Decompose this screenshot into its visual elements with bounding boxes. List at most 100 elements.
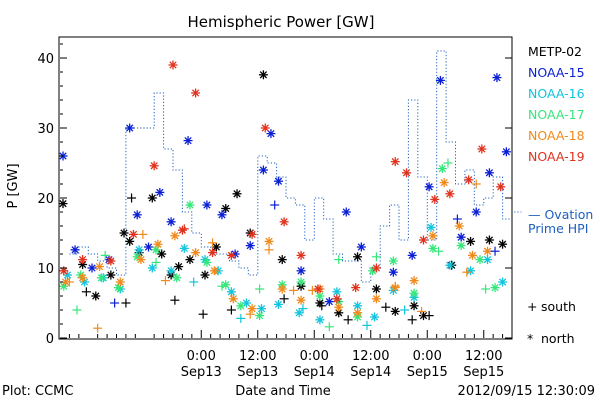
point-noaa-16-4	[134, 245, 144, 255]
point-south-31	[353, 308, 363, 318]
data-points	[58, 60, 511, 333]
y-tick-label-10: 10	[37, 262, 54, 277]
point-noaa-15-28	[492, 73, 502, 83]
point-noaa-18-13	[296, 295, 306, 305]
point-south-29	[334, 255, 344, 265]
point-metp-02-10	[174, 262, 184, 272]
point-noaa-15-1	[70, 245, 80, 255]
point-noaa-18-17	[371, 294, 381, 304]
point-noaa-19-18	[390, 157, 400, 167]
point-south-7	[127, 193, 137, 203]
point-noaa-15-17	[296, 266, 306, 276]
point-south-20	[255, 284, 265, 294]
point-noaa-15-8	[166, 217, 176, 227]
point-noaa-18-15	[334, 302, 344, 312]
point-noaa-17-4	[132, 252, 142, 262]
point-noaa-19-23	[464, 175, 474, 185]
point-noaa-19-25	[496, 182, 506, 192]
x-tick-time-0: 0:00	[187, 349, 216, 364]
point-south-15	[208, 238, 218, 248]
point-south-1	[72, 305, 82, 315]
point-noaa-17-6	[172, 273, 182, 283]
point-noaa-17-21	[437, 164, 447, 174]
point-metp-02-23	[371, 284, 381, 294]
point-noaa-15-15	[266, 129, 276, 139]
point-metp-02-24	[390, 306, 400, 316]
point-noaa-19-10	[247, 229, 257, 239]
point-noaa-16-22	[445, 260, 455, 270]
plot-frame	[58, 36, 513, 340]
point-noaa-16-10	[226, 287, 236, 297]
x-tick-date-4: Sep15	[407, 365, 448, 380]
point-noaa-15-25	[456, 232, 466, 242]
point-noaa-15-24	[435, 75, 445, 85]
point-noaa-19-0	[59, 266, 69, 276]
point-noaa-16-21	[426, 222, 436, 232]
point-noaa-16-15	[315, 315, 325, 325]
point-noaa-16-7	[179, 243, 189, 253]
point-south-44	[471, 179, 481, 189]
point-south-8	[138, 229, 148, 239]
x-tick-time-4: 0:00	[413, 349, 442, 364]
x-tick-date-3: Sep14	[350, 365, 391, 380]
point-noaa-15-10	[202, 200, 212, 210]
x-tick-time-1: 12:00	[239, 349, 276, 364]
point-metp-02-14	[221, 204, 231, 213]
point-noaa-15-13	[245, 241, 255, 251]
point-noaa-19-4	[149, 161, 159, 171]
point-south-17	[226, 305, 236, 315]
x-tick-time-5: 12:00	[465, 349, 502, 364]
point-south-26	[307, 285, 317, 295]
point-noaa-19-1	[78, 255, 88, 265]
point-metp-02-3	[106, 270, 116, 280]
ovation-hpi-path	[69, 50, 522, 283]
point-noaa-16-17	[353, 301, 363, 311]
point-noaa-19-7	[191, 88, 201, 98]
legend-item-noaa-19: NOAA-19	[528, 149, 585, 164]
x-tick-date-1: Sep13	[237, 365, 278, 380]
point-noaa-15-26	[471, 207, 481, 217]
point-noaa-15-11	[217, 210, 227, 220]
point-south-6	[121, 298, 131, 308]
footer-left: Plot: CCMC	[2, 384, 73, 399]
point-metp-02-15	[232, 189, 242, 199]
point-noaa-19-8	[208, 248, 218, 258]
point-south-33	[371, 252, 381, 262]
point-noaa-19-11	[260, 123, 270, 133]
ovation-legend-label-2: Prime HPI	[528, 221, 588, 236]
point-noaa-18-24	[483, 246, 493, 256]
y-tick-label-40: 40	[37, 52, 54, 67]
point-metp-02-8	[157, 249, 167, 259]
point-metp-02-5	[125, 236, 135, 246]
point-noaa-18-5	[153, 239, 163, 249]
point-noaa-15-19	[341, 207, 351, 217]
point-metp-02-17	[258, 70, 268, 80]
point-south-14	[198, 309, 208, 319]
point-noaa-19-14	[313, 284, 323, 294]
point-noaa-16-14	[294, 308, 304, 318]
point-metp-02-12	[200, 270, 210, 280]
point-south-37	[407, 315, 417, 325]
point-noaa-18-8	[209, 266, 219, 276]
point-noaa-17-9	[221, 280, 231, 290]
point-noaa-19-3	[128, 229, 138, 239]
legend: METP-02 NOAA-15 NOAA-16 NOAA-17 NOAA-18 NOAA-…	[528, 44, 585, 164]
point-noaa-17-24	[490, 283, 500, 293]
point-noaa-16-13	[273, 299, 283, 309]
point-noaa-17-18	[388, 256, 398, 266]
point-south-21	[264, 245, 274, 255]
point-noaa-15-7	[155, 187, 165, 197]
south-marker-symbol: +	[527, 299, 537, 314]
point-noaa-19-24	[477, 144, 487, 154]
point-noaa-15-27	[484, 168, 494, 178]
point-noaa-18-7	[191, 248, 201, 258]
point-south-22	[270, 200, 280, 210]
point-metp-02-28	[466, 236, 476, 246]
point-south-38	[417, 306, 427, 316]
point-noaa-19-20	[418, 235, 428, 245]
point-noaa-15-29	[501, 147, 511, 157]
point-noaa-16-12	[257, 304, 267, 314]
point-south-18	[236, 313, 246, 323]
point-noaa-18-10	[247, 304, 257, 314]
